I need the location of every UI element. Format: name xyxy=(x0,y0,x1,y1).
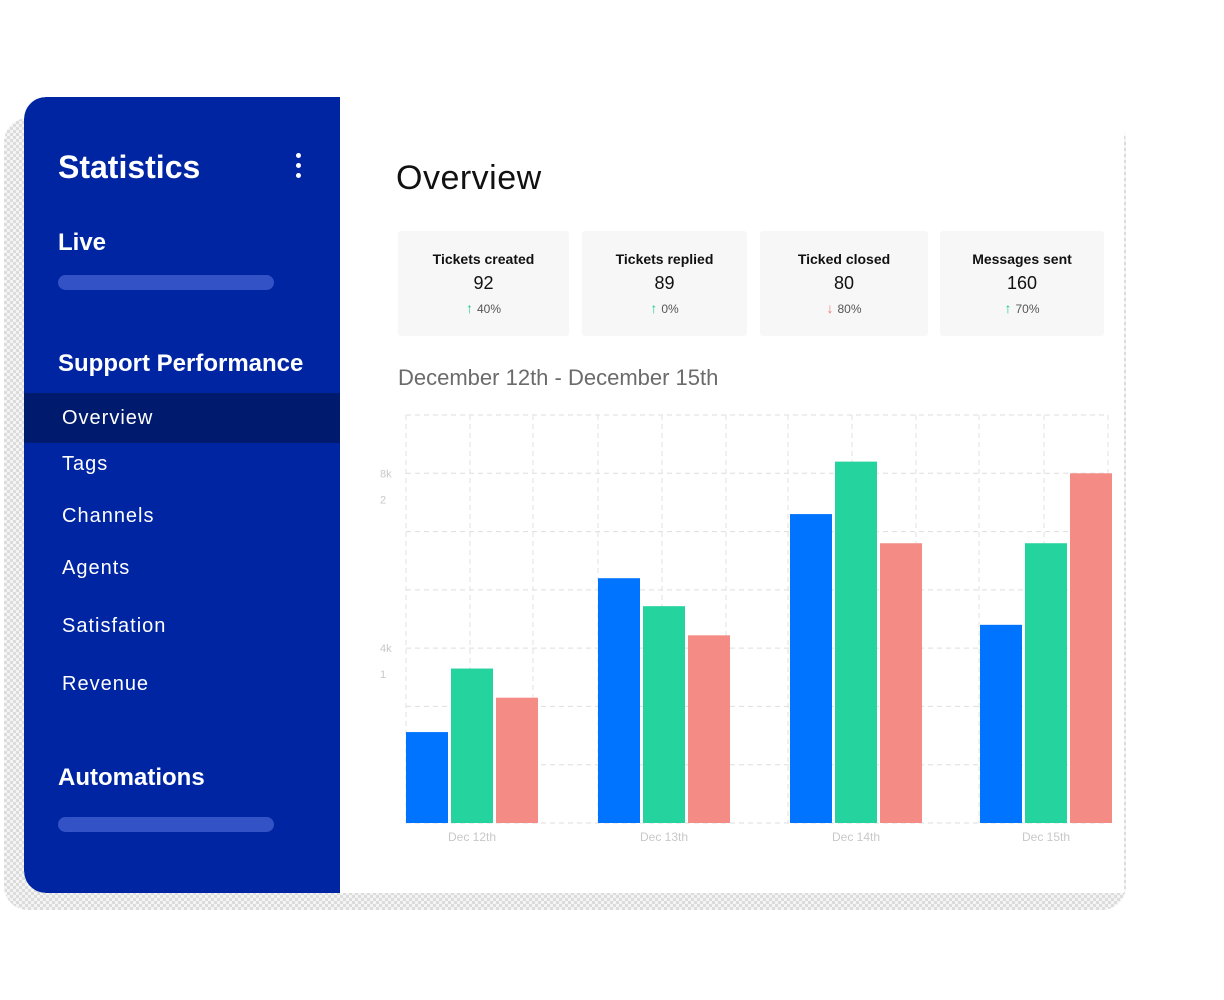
stat-change: 0% xyxy=(661,302,679,316)
section-support-performance[interactable]: Support Performance xyxy=(58,350,304,377)
bar xyxy=(835,461,877,823)
sidebar-title: Statistics xyxy=(58,149,201,185)
bar xyxy=(1070,473,1112,823)
date-range-label: December 12th - December 15th xyxy=(398,365,719,390)
bar xyxy=(643,606,685,823)
bar xyxy=(790,514,832,823)
y-tick-label: 1 xyxy=(380,669,386,681)
stat-label: Messages sent xyxy=(972,251,1072,267)
section-live[interactable]: Live xyxy=(58,229,107,256)
y-tick-label: 4k xyxy=(380,643,392,655)
stat-card-tickets-replied[interactable]: Tickets replied 89 ↑ 0% xyxy=(582,231,747,336)
arrow-up-icon: ↑ xyxy=(650,300,658,316)
arrow-up-icon: ↑ xyxy=(465,300,473,316)
y-tick-label: 8k xyxy=(380,468,392,480)
bar xyxy=(406,732,448,823)
sidebar-item-agents[interactable]: Agents xyxy=(62,557,131,579)
bar xyxy=(688,635,730,823)
main-content: Overview Tickets created 92 ↑ 40% Tickets… xyxy=(340,97,1124,893)
bar xyxy=(980,624,1022,823)
stat-change: 40% xyxy=(476,302,502,316)
bar-chart: 4k 1 8k 2 Dec 12th Dec 13th Dec 14th Dec 15th xyxy=(380,414,1112,844)
x-tick-label: Dec 14th xyxy=(832,830,880,844)
stat-card-tickets-created[interactable]: Tickets created 92 ↑ 40% xyxy=(398,231,569,336)
stat-card-messages-sent[interactable]: Messages sent 160 ↑ 70% xyxy=(940,231,1104,336)
bar xyxy=(451,668,493,823)
stat-label: Ticked closed xyxy=(797,251,891,267)
y-tick-label: 2 xyxy=(380,494,386,506)
stat-change: 80% xyxy=(837,302,862,316)
stat-change: 70% xyxy=(1015,302,1040,316)
sidebar-item-overview[interactable]: Overview xyxy=(24,393,340,443)
sidebar-item-revenue[interactable]: Revenue xyxy=(62,673,150,695)
stat-card-ticked-closed[interactable]: Ticked closed 80 ↓ 80% xyxy=(760,231,928,336)
more-options-icon[interactable] xyxy=(290,153,306,183)
bar xyxy=(1025,543,1067,823)
sidebar-item-channels[interactable]: Channels xyxy=(62,505,155,527)
live-placeholder-bar xyxy=(58,275,274,290)
sidebar-item-tags[interactable]: Tags xyxy=(62,453,109,475)
automations-placeholder-bar xyxy=(58,817,274,832)
x-tick-label: Dec 15th xyxy=(1022,830,1070,844)
bar xyxy=(880,543,922,823)
arrow-down-icon: ↓ xyxy=(826,300,834,316)
stat-value: 80 xyxy=(833,273,855,293)
sidebar-item-satisfation[interactable]: Satisfation xyxy=(62,615,167,637)
bar xyxy=(496,697,538,823)
stat-label: Tickets created xyxy=(432,251,535,267)
stat-value: 89 xyxy=(654,273,675,293)
statistics-card: Statistics Live Support Performance Over… xyxy=(24,97,1124,893)
arrow-up-icon: ↑ xyxy=(1004,300,1012,316)
x-tick-label: Dec 12th xyxy=(448,830,496,844)
stat-value: 160 xyxy=(1006,273,1038,293)
page-title: Overview xyxy=(396,159,542,197)
x-tick-label: Dec 13th xyxy=(640,830,688,844)
stat-value: 92 xyxy=(473,273,494,293)
sidebar: Statistics Live Support Performance Over… xyxy=(24,97,340,893)
bar xyxy=(598,578,640,823)
section-automations[interactable]: Automations xyxy=(58,764,205,791)
stat-label: Tickets replied xyxy=(615,251,714,267)
